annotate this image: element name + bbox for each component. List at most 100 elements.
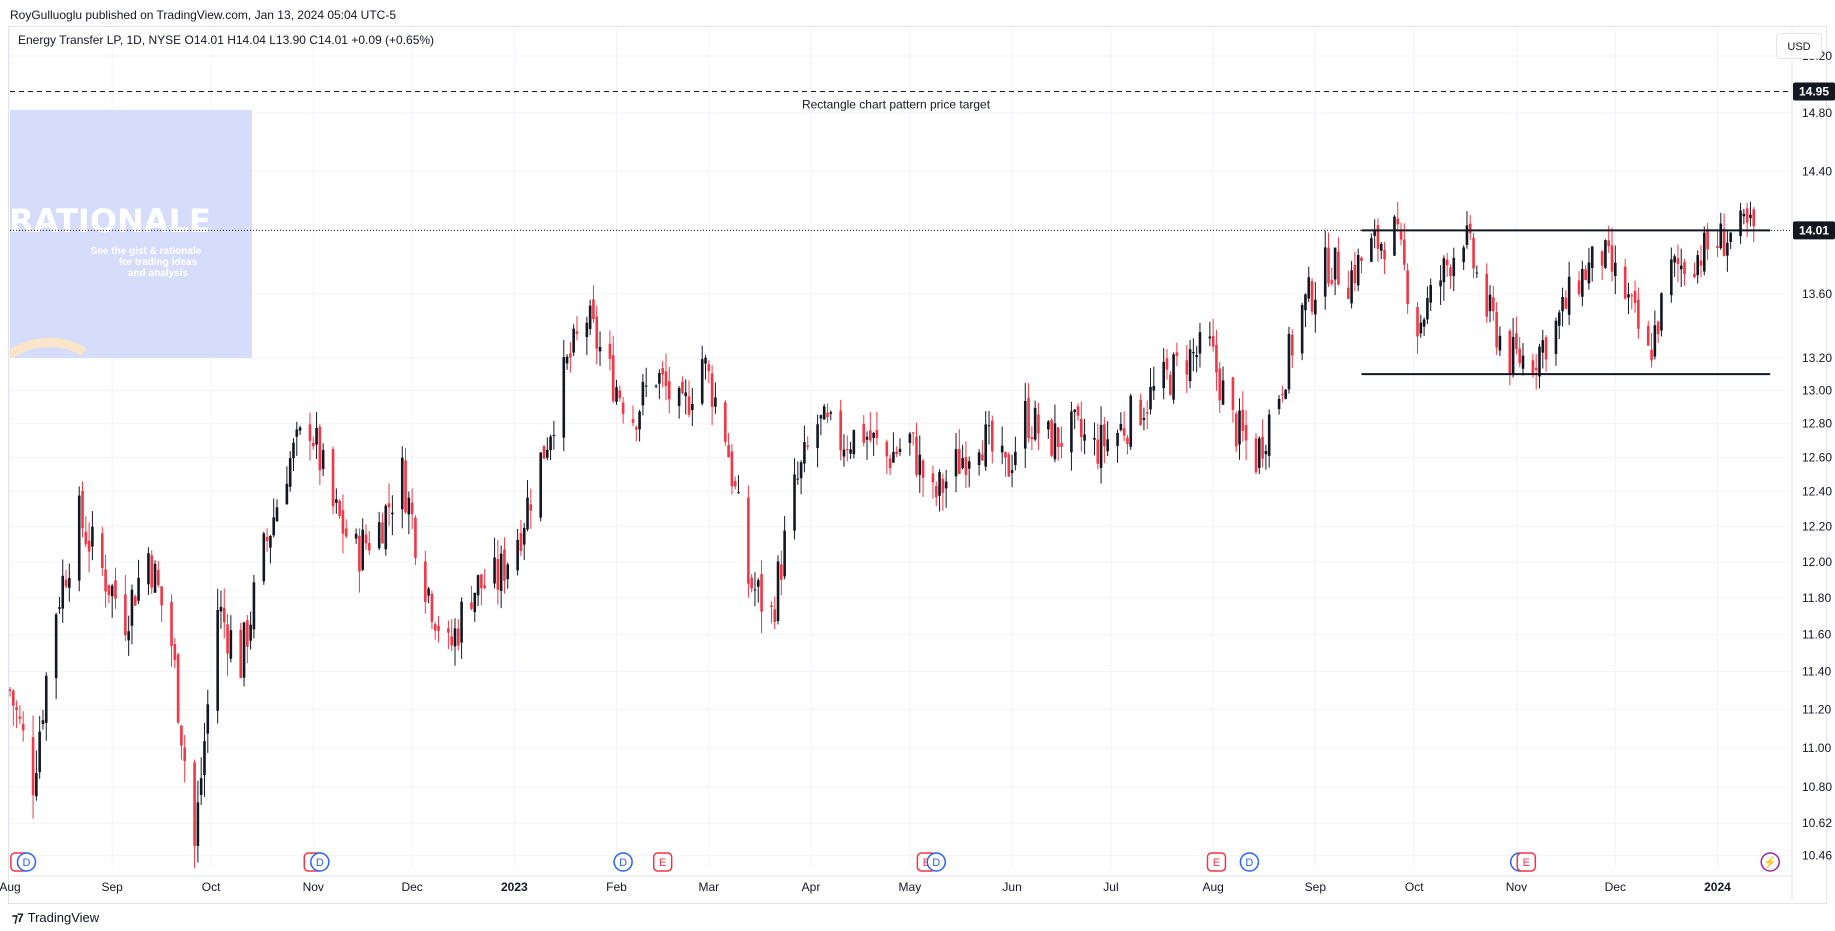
candle-body xyxy=(1383,249,1386,260)
rationale-card[interactable]: RATIONALE See the gist & rationale for t… xyxy=(7,110,252,359)
candle xyxy=(539,452,543,522)
candle-body xyxy=(381,522,384,544)
candle xyxy=(829,410,833,421)
candle-body xyxy=(760,574,763,612)
candle xyxy=(1162,348,1166,400)
event-marker-D[interactable]: D xyxy=(1239,852,1260,872)
candle-body xyxy=(308,424,312,441)
candle-body xyxy=(1406,270,1409,305)
candle xyxy=(826,403,829,424)
candle xyxy=(44,672,48,741)
candle-body xyxy=(681,381,684,394)
y-tick-label: 12.60 xyxy=(1802,450,1832,464)
candle-body xyxy=(456,628,460,646)
candle xyxy=(522,522,526,560)
candle xyxy=(18,705,22,725)
event-marker-S[interactable]: ⚡ xyxy=(1760,852,1780,872)
candle-body xyxy=(35,772,38,797)
candle xyxy=(206,689,210,753)
candle-body xyxy=(147,553,150,585)
candle xyxy=(730,444,734,495)
y-tick-label: 11.40 xyxy=(1802,665,1831,679)
candle xyxy=(1544,334,1548,372)
candle xyxy=(384,503,388,556)
x-tick-label: Aug xyxy=(0,880,21,894)
candle-body xyxy=(68,578,71,588)
candle-body xyxy=(954,449,958,477)
candle xyxy=(796,461,800,485)
event-marker-D[interactable]: D xyxy=(613,852,633,872)
candle-body xyxy=(100,533,104,568)
event-marker-E[interactable]: E xyxy=(652,852,673,872)
x-tick-label: Oct xyxy=(1405,880,1424,894)
candle xyxy=(1330,267,1334,286)
dividend-marker xyxy=(310,852,330,872)
candle xyxy=(1284,388,1287,400)
candle-body xyxy=(77,495,81,581)
candle-body xyxy=(87,540,91,552)
candle-body xyxy=(944,481,948,489)
event-marker-D[interactable]: D xyxy=(16,852,37,872)
candle xyxy=(572,324,575,356)
candle xyxy=(819,414,823,436)
pattern-lines: Rectangle chart pattern price target xyxy=(10,90,1792,376)
candle xyxy=(1702,226,1706,276)
symbol-legend[interactable]: Energy Transfer LP, 1D, NYSE O14.01 H14.… xyxy=(18,33,435,47)
candle-body xyxy=(38,731,41,773)
candle-body xyxy=(704,357,707,364)
candle-body xyxy=(153,563,157,593)
event-marker-D[interactable]: D xyxy=(926,852,947,872)
event-marker-letter: E xyxy=(923,857,930,869)
candle-body xyxy=(1033,407,1037,440)
x-tick-label: Dec xyxy=(401,880,422,894)
candle xyxy=(64,570,68,589)
candle xyxy=(344,519,348,539)
tradingview-logo[interactable]: ⁊7 TradingView xyxy=(12,910,99,925)
event-marker-E[interactable]: E xyxy=(1516,852,1537,872)
candle-body xyxy=(1577,280,1581,294)
candle xyxy=(193,759,196,868)
rationale-card-bg xyxy=(10,110,252,358)
candle xyxy=(246,615,249,664)
candle xyxy=(1637,287,1640,339)
candle xyxy=(1103,417,1106,464)
currency-button[interactable]: USD xyxy=(1776,33,1822,59)
candle-body xyxy=(81,490,84,529)
candle-body xyxy=(1696,255,1700,276)
candle-body xyxy=(733,481,737,487)
event-marker-letter: ⚡ xyxy=(1763,856,1777,869)
candle xyxy=(1739,203,1742,244)
candle-body xyxy=(453,628,457,647)
event-marker-D[interactable]: D xyxy=(310,852,330,872)
candle-body xyxy=(1627,294,1630,298)
candle xyxy=(470,585,473,611)
candle-body xyxy=(618,390,622,399)
candle-body xyxy=(272,517,276,536)
candle-body xyxy=(1660,293,1663,331)
candle-body xyxy=(915,436,918,475)
candle-body xyxy=(1541,340,1545,353)
candle-body xyxy=(1752,209,1756,227)
candle xyxy=(760,560,763,634)
candle-body xyxy=(437,625,440,631)
candle xyxy=(1422,317,1426,336)
candle-body xyxy=(1360,257,1363,262)
candle-body xyxy=(1198,332,1202,354)
price-tag xyxy=(1793,221,1835,240)
candle-body xyxy=(1587,262,1591,284)
candle xyxy=(81,481,84,538)
candle xyxy=(1314,282,1317,333)
candle xyxy=(658,369,661,400)
candle xyxy=(1030,426,1034,451)
event-marker-E[interactable]: E xyxy=(1206,852,1227,872)
candle xyxy=(1581,260,1584,307)
candle xyxy=(1439,265,1442,305)
candle xyxy=(1683,259,1686,286)
candle-body xyxy=(61,575,65,609)
candle xyxy=(239,622,243,679)
candle xyxy=(387,483,391,526)
candle-body xyxy=(1241,409,1245,431)
candle xyxy=(364,524,368,550)
candle xyxy=(1218,361,1222,413)
